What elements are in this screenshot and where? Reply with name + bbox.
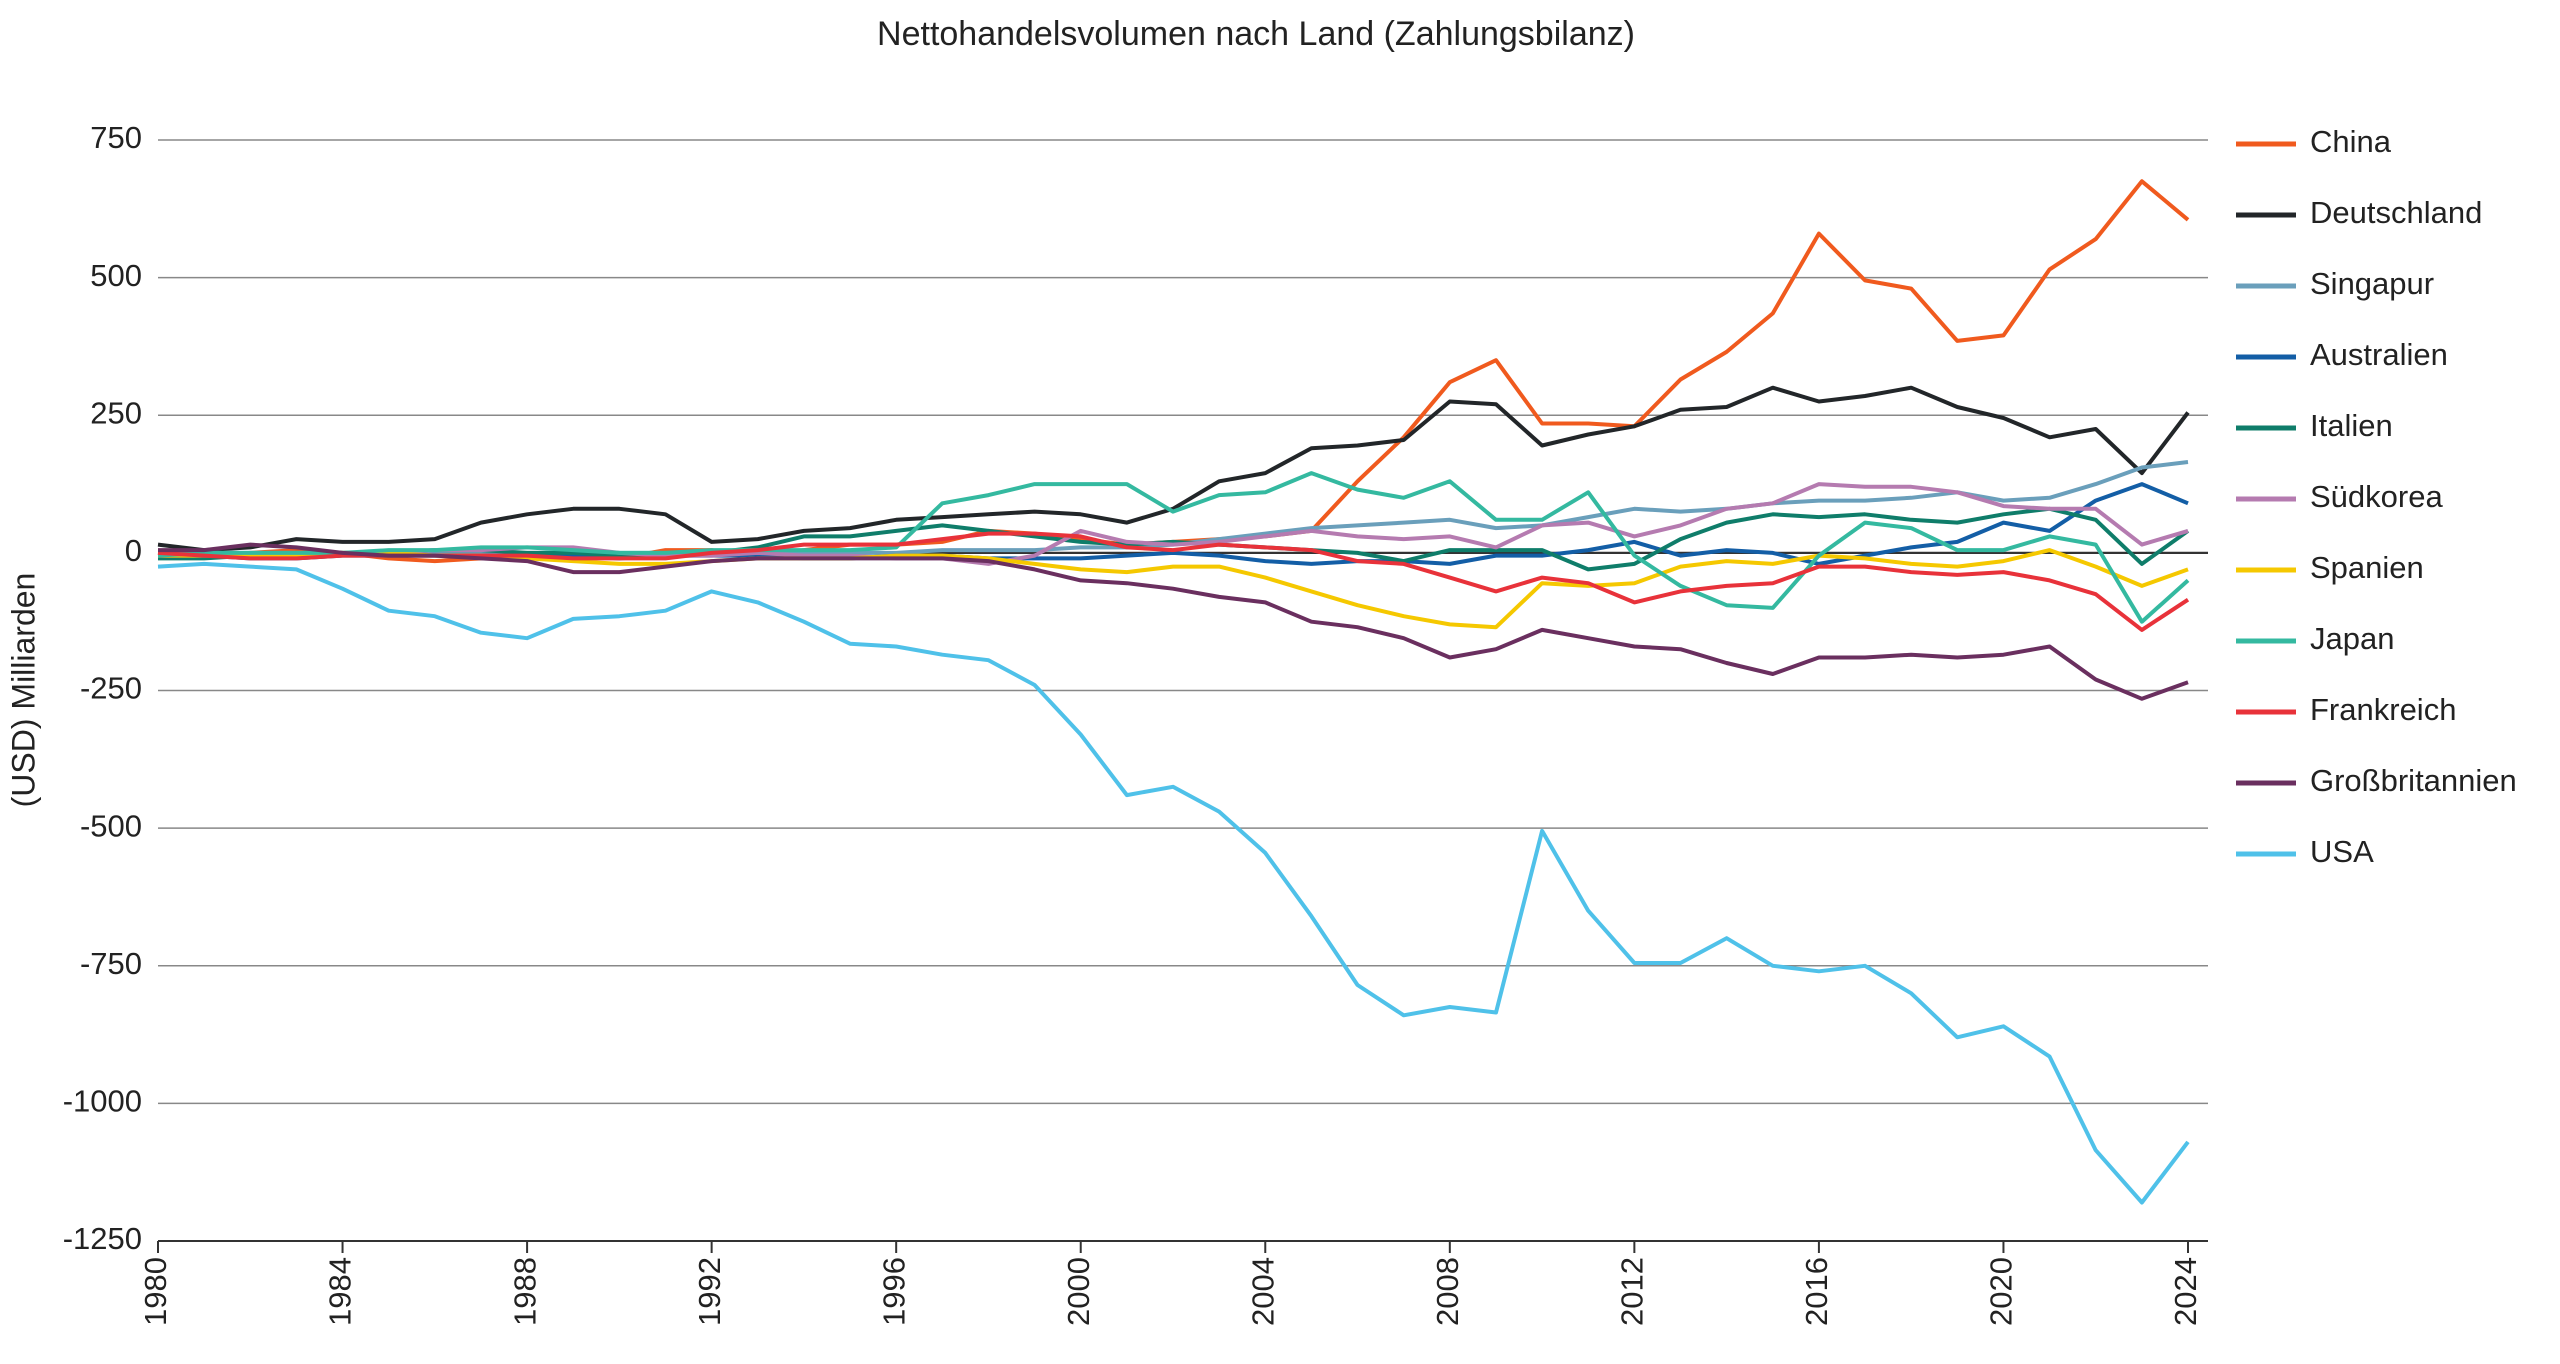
legend-label: Deutschland — [2310, 195, 2482, 230]
series-line — [157, 561, 2190, 1205]
y-tick-label: -750 — [80, 946, 142, 981]
legend-label: Großbritannien — [2310, 763, 2517, 798]
x-tick-label: 1984 — [323, 1257, 358, 1326]
legend-label: China — [2310, 124, 2392, 159]
x-tick-label: 1988 — [507, 1257, 542, 1326]
legend-label: Australien — [2310, 337, 2448, 372]
x-tick-label: 1992 — [692, 1257, 727, 1326]
y-tick-label: -1250 — [63, 1221, 142, 1256]
legend-label: USA — [2310, 834, 2374, 869]
y-axis-label: (USD) Milliarden — [5, 573, 41, 808]
x-tick-label: 2008 — [1430, 1257, 1465, 1326]
series-line — [157, 471, 2190, 624]
y-tick-label: 500 — [90, 258, 142, 293]
legend-label: Frankreich — [2310, 692, 2456, 727]
series-line — [158, 542, 2189, 701]
series-line — [157, 385, 2190, 553]
chart-title: Nettohandelsvolumen nach Land (Zahlungsb… — [877, 15, 1635, 53]
x-tick-label: 2020 — [1984, 1257, 2019, 1326]
x-tick-label: 1980 — [138, 1257, 173, 1326]
x-tick-label: 2000 — [1061, 1257, 1096, 1326]
y-tick-label: 750 — [90, 120, 142, 155]
legend-label: Südkorea — [2310, 479, 2443, 514]
legend-label: Italien — [2310, 408, 2393, 443]
x-tick-label: 2012 — [1615, 1257, 1650, 1326]
x-tick-label: 1996 — [876, 1257, 911, 1326]
y-tick-label: -250 — [80, 671, 142, 706]
y-tick-label: -1000 — [63, 1084, 142, 1119]
series-line — [157, 179, 2190, 564]
legend-label: Spanien — [2310, 550, 2424, 585]
x-tick-label: 2024 — [2168, 1257, 2203, 1326]
y-tick-label: -500 — [80, 808, 142, 843]
x-tick-label: 2016 — [1799, 1257, 1834, 1326]
y-tick-label: 0 — [125, 533, 142, 568]
y-tick-label: 250 — [90, 395, 142, 430]
legend-label: Singapur — [2310, 266, 2434, 301]
x-tick-label: 2004 — [1245, 1257, 1280, 1326]
legend-label: Japan — [2310, 621, 2394, 656]
series-line — [157, 531, 2190, 632]
